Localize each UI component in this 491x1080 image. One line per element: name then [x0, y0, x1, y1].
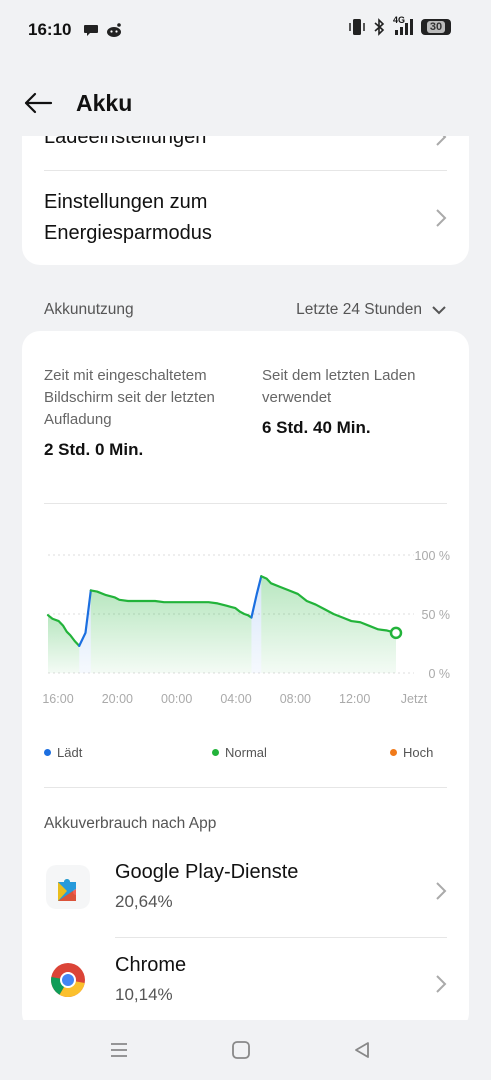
menu-icon — [111, 1043, 127, 1057]
usage-card: Zeit mit eingeschaltetem Bildschirm seit… — [22, 331, 469, 1020]
navigation-bar — [0, 1020, 491, 1080]
battery-icon: 30 — [421, 19, 451, 35]
divider — [44, 503, 447, 504]
series-line-0 — [46, 614, 81, 647]
back-triangle-icon — [355, 1042, 369, 1058]
scroll-content[interactable]: Ladeeinstellungen Einstellungen zum Ener… — [0, 136, 491, 1020]
legend-label-high: Hoch — [403, 745, 434, 760]
chevron-right-icon — [436, 975, 447, 993]
network-type: 4G — [393, 15, 406, 25]
battery-saver-label-line2: Energiesparmodus — [44, 222, 212, 244]
since-charge-stat: Seit dem letzten Laden verwendet 6 Std. … — [262, 365, 452, 439]
y-tick-label: 50 % — [422, 608, 451, 622]
usage-section-label: Akkunutzung — [44, 301, 134, 318]
y-tick-label: 100 % — [415, 549, 450, 563]
screen-on-label: Zeit mit eingeschaltetem Bildschirm seit… — [44, 367, 215, 428]
series-line-1 — [78, 589, 92, 647]
home-icon — [232, 1041, 250, 1059]
status-bar: 16:10 4G 30 — [0, 0, 491, 60]
app-name: Chrome — [115, 954, 187, 976]
screen-on-value: 2 Std. 0 Min. — [44, 440, 144, 459]
x-tick-label: 08:00 — [280, 692, 311, 706]
page-title: Akku — [76, 89, 133, 116]
legend-dot-high — [390, 749, 397, 756]
y-tick-label: 0 % — [428, 667, 450, 681]
chevron-right-icon — [436, 136, 447, 146]
divider — [44, 170, 447, 171]
x-tick-label: 00:00 — [161, 692, 192, 706]
vibrate-icon — [349, 19, 365, 35]
chart-legend: Lädt Normal Hoch — [44, 745, 447, 763]
series-area-1 — [79, 590, 91, 673]
app-percent: 10,14% — [115, 985, 173, 1004]
charging-settings-label: Ladeeinstellungen — [44, 136, 207, 148]
legend-label-charging: Lädt — [57, 745, 83, 760]
app-bar: Akku — [0, 70, 491, 136]
x-tick-label: 16:00 — [42, 692, 73, 706]
series-area-0 — [48, 615, 80, 673]
x-tick-label: Jetzt — [401, 692, 428, 706]
chevron-right-icon — [436, 882, 447, 900]
series-area-4 — [261, 576, 396, 673]
series-line-4 — [260, 575, 398, 634]
legend-item-charging: Lädt — [44, 745, 82, 760]
x-tick-label: 12:00 — [339, 692, 370, 706]
back-button[interactable] — [0, 70, 76, 136]
legend-dot-charging — [44, 749, 51, 756]
x-tick-label: 04:00 — [220, 692, 251, 706]
app-row-google-play-services[interactable]: Google Play-Dienste 20,64% — [44, 851, 447, 931]
series-line-2 — [89, 589, 253, 619]
system-back-button[interactable] — [350, 1038, 374, 1062]
series-line-3 — [250, 575, 263, 619]
series-area-2 — [90, 590, 252, 673]
app-name: Google Play-Dienste — [115, 861, 299, 883]
google-play-services-icon — [46, 865, 90, 909]
app-row-chrome[interactable]: Chrome 10,14% — [44, 944, 447, 1020]
current-level-marker — [389, 626, 403, 640]
legend-dot-normal — [212, 749, 219, 756]
battery-saver-label-line1: Einstellungen zum — [44, 191, 208, 213]
bluetooth-icon — [374, 18, 385, 36]
recents-button[interactable] — [107, 1038, 131, 1062]
legend-item-normal: Normal — [212, 745, 267, 760]
battery-chart-svg: 100 % 50 % 0 % 16:00 20:00 00:00 04:00 08:00 12:… — [42, 549, 451, 706]
divider — [44, 787, 447, 788]
home-button[interactable] — [229, 1038, 253, 1062]
legend-item-high: Hoch — [390, 745, 433, 760]
app-usage-title: Akkuverbrauch nach App — [44, 815, 217, 832]
chevron-down-icon — [432, 305, 446, 314]
since-charge-value: 6 Std. 40 Min. — [262, 418, 371, 437]
chat-icon — [84, 25, 99, 36]
reddit-icon — [107, 23, 122, 37]
series-area-3 — [251, 576, 262, 673]
divider — [115, 937, 447, 938]
charging-settings-item[interactable]: Ladeeinstellungen — [44, 136, 447, 164]
since-charge-label: Seit dem letzten Laden verwendet — [262, 367, 416, 406]
chevron-right-icon — [436, 209, 447, 227]
legend-label-normal: Normal — [225, 745, 267, 760]
battery-saver-settings-item[interactable]: Einstellungen zum Energiesparmodus — [44, 186, 447, 250]
battery-chart[interactable]: 100 % 50 % 0 % 16:00 20:00 00:00 04:00 08:00 12:… — [42, 511, 456, 711]
period-dropdown[interactable]: Letzte 24 Stunden — [296, 301, 446, 319]
signal-icon — [395, 19, 413, 35]
x-tick-label: 20:00 — [102, 692, 133, 706]
screen-on-stat: Zeit mit eingeschaltetem Bildschirm seit… — [44, 365, 229, 461]
chrome-icon — [51, 963, 85, 997]
status-time: 16:10 — [28, 20, 72, 39]
period-label: Letzte 24 Stunden — [296, 301, 422, 318]
battery-level: 30 — [426, 21, 446, 33]
arrow-left-icon — [24, 92, 53, 114]
app-percent: 20,64% — [115, 892, 173, 911]
usage-section-header: Akkunutzung Letzte 24 Stunden — [44, 299, 446, 321]
settings-card: Ladeeinstellungen Einstellungen zum Ener… — [22, 136, 469, 265]
